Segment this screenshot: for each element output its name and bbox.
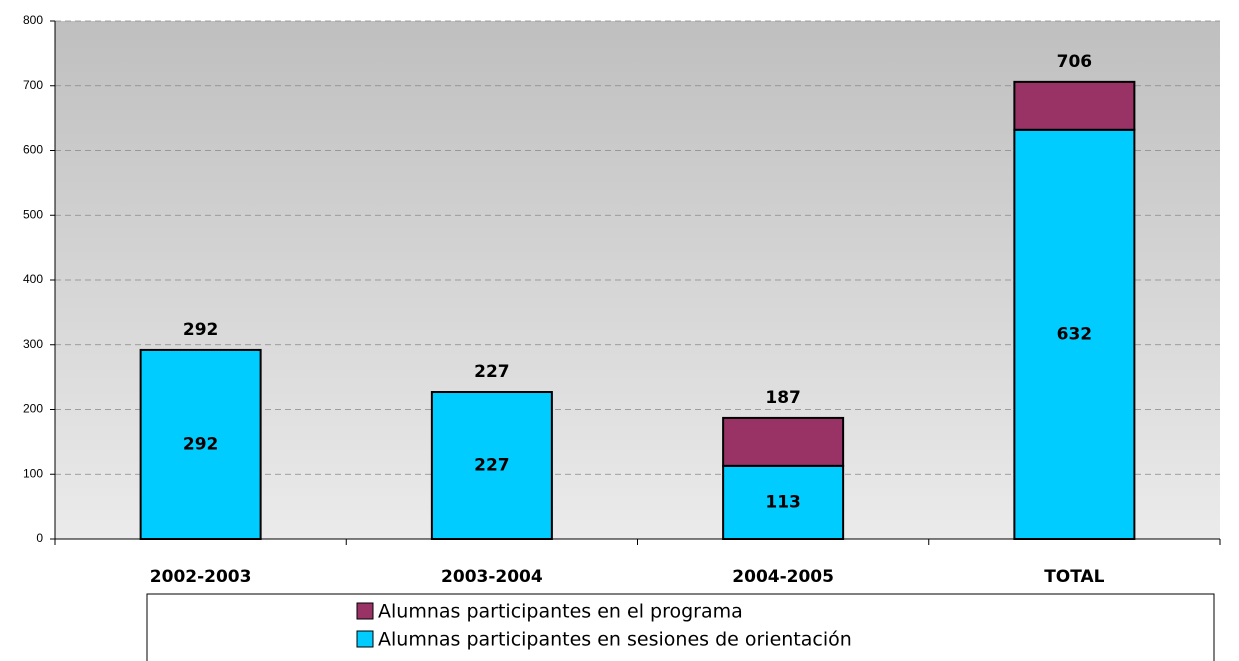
bar-segment — [139, 348, 262, 540]
y-tick-label: 500 — [23, 207, 43, 221]
total-label: 706 — [1057, 52, 1093, 72]
bar-segment — [722, 416, 845, 467]
bar-segment — [1013, 80, 1136, 131]
y-tick-label: 200 — [23, 402, 43, 416]
bar-segment — [430, 391, 553, 540]
value-label: 292 — [183, 434, 219, 454]
y-tick-label: 100 — [23, 466, 43, 480]
y-tick-label: 800 — [23, 13, 43, 27]
y-tick-label: 700 — [23, 78, 43, 92]
legend-box — [146, 593, 1215, 661]
total-label: 292 — [183, 320, 219, 340]
x-tick-label: 2003-2004 — [441, 567, 543, 587]
legend-label: Alumnas participantes en el programa — [378, 601, 743, 623]
total-label: 187 — [765, 388, 801, 408]
x-tick-label: TOTAL — [1044, 567, 1104, 587]
bar-segment — [722, 464, 845, 540]
total-label: 227 — [474, 362, 510, 382]
bar-segment — [1013, 128, 1136, 540]
legend-swatch — [356, 602, 374, 620]
legend-label: Alumnas participantes en sesiones de ori… — [378, 629, 852, 651]
x-tick-label: 2004-2005 — [732, 567, 834, 587]
value-label: 113 — [765, 492, 801, 512]
y-tick-label: 600 — [23, 143, 43, 157]
legend-swatch — [356, 630, 374, 648]
y-tick-label: 400 — [23, 272, 43, 286]
value-label: 632 — [1057, 324, 1093, 344]
y-tick-label: 0 — [36, 531, 43, 545]
y-tick-label: 300 — [23, 337, 43, 351]
value-label: 227 — [474, 456, 510, 476]
x-tick-label: 2002-2003 — [150, 567, 252, 587]
